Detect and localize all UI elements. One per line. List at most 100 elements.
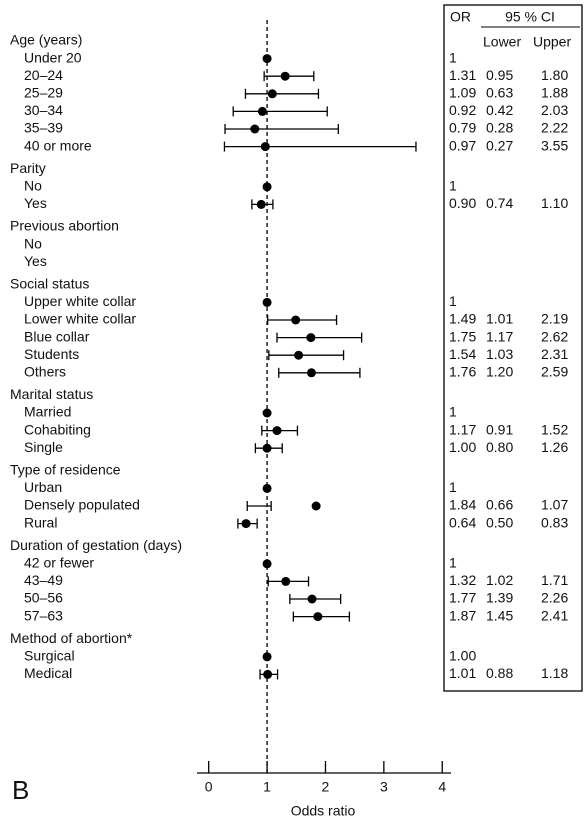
lower-value: 1.17 <box>486 328 513 344</box>
row-label: Students <box>24 346 79 362</box>
odds-ratio-point <box>291 315 301 325</box>
upper-value: 2.62 <box>541 328 568 344</box>
or-value: 1.87 <box>449 607 476 623</box>
or-value: 1.54 <box>449 346 476 362</box>
lower-value: 0.28 <box>486 120 513 136</box>
upper-value: 1.52 <box>541 421 568 437</box>
row-label: 25–29 <box>24 85 63 101</box>
lower-value: 0.42 <box>486 102 513 118</box>
upper-value: 2.59 <box>541 364 568 380</box>
upper-value: 2.03 <box>541 102 568 118</box>
row-label: 40 or more <box>24 137 92 153</box>
row-label: Urban <box>24 479 62 495</box>
or-value: 1.09 <box>449 85 476 101</box>
or-value: 1 <box>449 293 457 309</box>
or-value: 0.97 <box>449 137 476 153</box>
lower-value: 0.74 <box>486 195 513 211</box>
x-tick-label: 1 <box>263 779 271 795</box>
or-value: 0.92 <box>449 102 476 118</box>
upper-value: 2.22 <box>541 120 568 136</box>
odds-ratio-point <box>241 519 251 529</box>
odds-ratio-point <box>262 54 272 64</box>
lower-value: 0.95 <box>486 67 513 83</box>
group-header: Age (years) <box>10 32 82 48</box>
odds-ratio-point <box>267 89 277 99</box>
upper-value: 1.88 <box>541 85 568 101</box>
upper-value: 2.26 <box>541 590 568 606</box>
odds-ratio-point <box>294 350 304 360</box>
ci-header: 95 % CI <box>505 9 555 25</box>
lower-value: 0.63 <box>486 85 513 101</box>
odds-ratio-point <box>311 501 321 511</box>
row-label: No <box>24 235 42 251</box>
row-label: Single <box>24 439 63 455</box>
lower-value: 0.50 <box>486 514 513 530</box>
row-label: 50–56 <box>24 590 63 606</box>
panel-label: B <box>12 775 29 805</box>
lower-value: 1.20 <box>486 364 513 380</box>
lower-value: 0.66 <box>486 497 513 513</box>
or-value: 1.00 <box>449 439 476 455</box>
x-tick-label: 0 <box>205 779 213 795</box>
group-header: Parity <box>10 160 46 176</box>
row-label: Others <box>24 364 66 380</box>
row-label: 20–24 <box>24 67 63 83</box>
table-frame <box>443 4 583 692</box>
or-value: 1 <box>449 404 457 420</box>
upper-header: Upper <box>533 34 571 50</box>
group-header: Type of residence <box>10 462 121 478</box>
row-label: Medical <box>24 665 72 681</box>
odds-ratio-point <box>263 669 273 679</box>
row-label: Yes <box>24 195 47 211</box>
or-value: 1.01 <box>449 665 476 681</box>
row-label: 57–63 <box>24 607 63 623</box>
lower-value: 0.88 <box>486 665 513 681</box>
odds-ratio-point <box>306 333 316 343</box>
or-value: 1.31 <box>449 67 476 83</box>
odds-ratio-point <box>262 443 272 453</box>
lower-value: 1.45 <box>486 607 513 623</box>
x-tick-label: 4 <box>438 779 446 795</box>
odds-ratio-point <box>306 368 316 378</box>
lower-value: 1.01 <box>486 311 513 327</box>
upper-value: 1.26 <box>541 439 568 455</box>
upper-value: 1.10 <box>541 195 568 211</box>
odds-ratio-point <box>313 612 323 622</box>
row-label: Under 20 <box>24 49 82 65</box>
or-value: 1.17 <box>449 421 476 437</box>
row-label: Blue collar <box>24 328 90 344</box>
row-label: Upper white collar <box>24 293 136 309</box>
row-label: 30–34 <box>24 102 63 118</box>
upper-value: 0.83 <box>541 514 568 530</box>
row-label: Cohabiting <box>24 421 91 437</box>
or-value: 0.64 <box>449 514 476 530</box>
row-label: Lower white collar <box>24 311 136 327</box>
group-header: Duration of gestation (days) <box>10 537 182 553</box>
group-header: Method of abortion* <box>10 630 133 646</box>
row-label: 43–49 <box>24 572 63 588</box>
upper-value: 3.55 <box>541 137 568 153</box>
lower-value: 1.02 <box>486 572 513 588</box>
row-label: 42 or fewer <box>24 555 94 571</box>
row-label: Densely populated <box>24 497 140 513</box>
or-value: 1.00 <box>449 648 476 664</box>
lower-value: 1.39 <box>486 590 513 606</box>
or-value: 1.32 <box>449 572 476 588</box>
odds-ratio-point <box>262 408 272 418</box>
group-header: Social status <box>10 276 89 292</box>
upper-value: 2.19 <box>541 311 568 327</box>
or-value: 1 <box>449 555 457 571</box>
or-value: 1 <box>449 49 457 65</box>
or-value: 1.49 <box>449 311 476 327</box>
group-header: Previous abortion <box>10 218 119 234</box>
odds-ratio-point <box>262 652 272 662</box>
group-header: Marital status <box>10 386 93 402</box>
odds-ratio-point <box>281 576 291 586</box>
or-value: 1.77 <box>449 590 476 606</box>
odds-ratio-point <box>260 142 270 152</box>
or-value: 1.75 <box>449 328 476 344</box>
lower-value: 1.03 <box>486 346 513 362</box>
or-header: OR <box>450 9 471 25</box>
or-value: 0.79 <box>449 120 476 136</box>
upper-value: 2.31 <box>541 346 568 362</box>
